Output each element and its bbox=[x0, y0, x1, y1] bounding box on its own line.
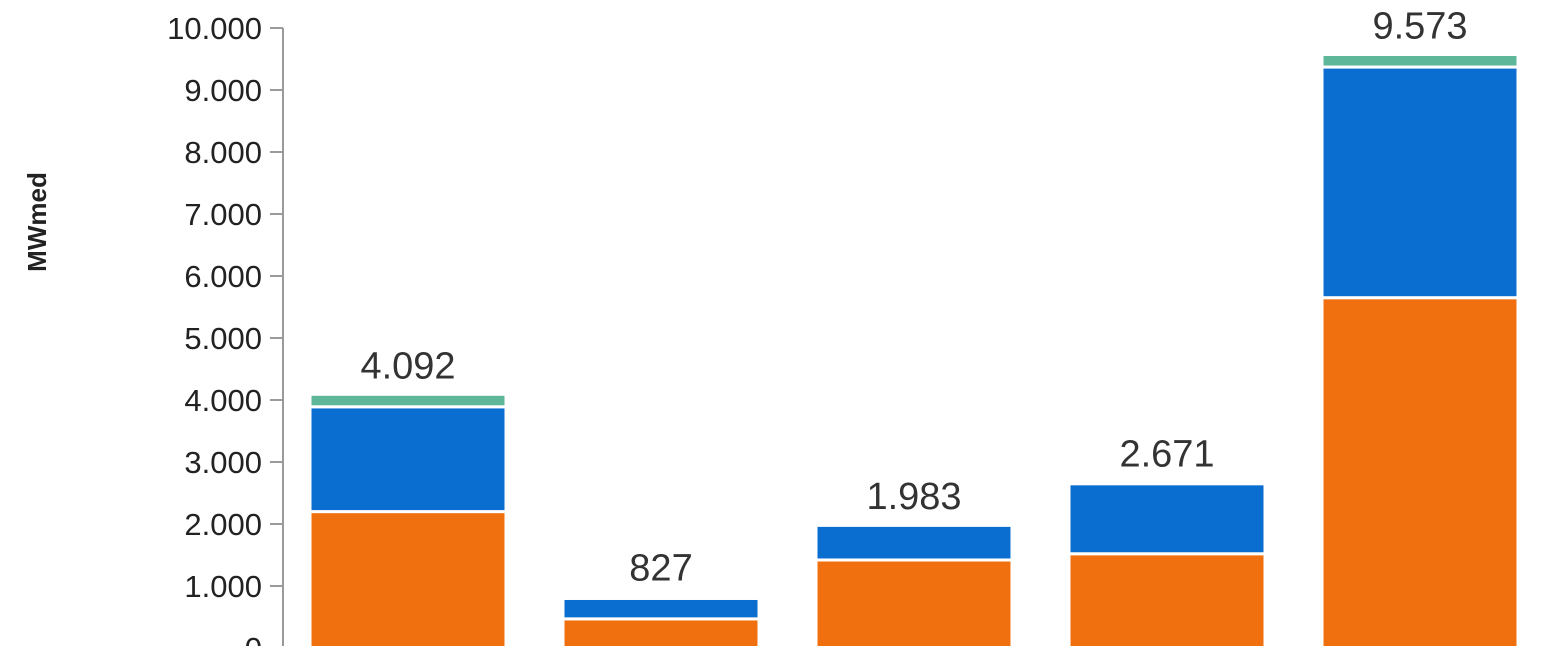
y-tick-label: 1.000 bbox=[184, 569, 262, 604]
bar-segment-1-3 bbox=[308, 392, 508, 409]
bar-segment-2-3 bbox=[561, 595, 761, 600]
bar-segment-4-2 bbox=[1067, 482, 1267, 556]
bar-segment-5-2 bbox=[1320, 65, 1520, 300]
y-tick-label: 8.000 bbox=[184, 135, 262, 170]
bar-segment-1-1 bbox=[308, 510, 508, 646]
bar-segment-4-1 bbox=[1067, 552, 1267, 646]
y-axis-ticks: 0 1.000 2.000 3.000 4.000 5.000 6.000 7.000 8.00… bbox=[167, 11, 283, 646]
bar-segment-3-2 bbox=[814, 523, 1014, 562]
y-axis-title: MWmed bbox=[22, 172, 52, 272]
y-tick-label: 4.000 bbox=[184, 383, 262, 418]
bar-segment-5-3 bbox=[1320, 52, 1520, 69]
y-tick-label: 5.000 bbox=[184, 321, 262, 356]
y-tick-label: 7.000 bbox=[184, 197, 262, 232]
y-tick-label: 10.000 bbox=[167, 11, 262, 46]
y-tick-label: 6.000 bbox=[184, 259, 262, 294]
bar-segment-1-2 bbox=[308, 405, 508, 514]
bars bbox=[308, 52, 1520, 646]
total-label-2: 827 bbox=[629, 548, 692, 590]
y-tick-label: 2.000 bbox=[184, 507, 262, 542]
bar-segment-2-2 bbox=[561, 596, 761, 621]
total-label-1: 4.092 bbox=[360, 345, 455, 387]
y-tick-label: 0 bbox=[245, 631, 262, 646]
total-label-5: 9.573 bbox=[1372, 5, 1467, 47]
bar-segment-4-3 bbox=[1067, 480, 1267, 486]
total-label-3: 1.983 bbox=[866, 476, 961, 518]
bar-segment-3-1 bbox=[814, 558, 1014, 646]
bar-segment-5-1 bbox=[1320, 296, 1520, 646]
total-labels: 4.092 827 1.983 2.671 9.573 bbox=[360, 5, 1467, 589]
y-tick-label: 9.000 bbox=[184, 73, 262, 108]
total-label-4: 2.671 bbox=[1119, 433, 1214, 475]
y-tick-label: 3.000 bbox=[184, 445, 262, 480]
bar-segment-2-1 bbox=[561, 617, 761, 646]
